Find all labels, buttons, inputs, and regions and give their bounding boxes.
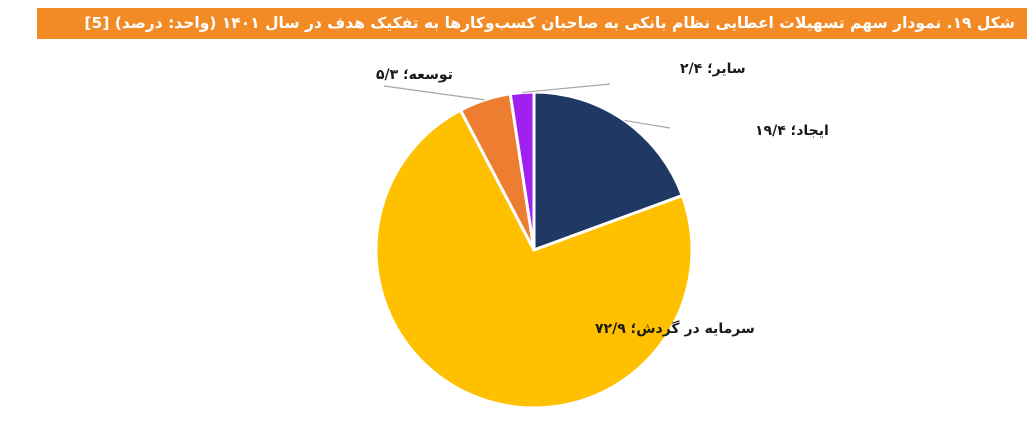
leader-lines <box>383 83 671 129</box>
pie-slices <box>374 90 694 410</box>
pie-slice-4 <box>508 90 536 251</box>
pie-slice-1 <box>532 90 685 253</box>
data-label-3: توسعه؛ ۵/۳ <box>376 67 453 83</box>
data-label-2: سرمایه در گردش؛ ۷۲/۹ <box>595 320 755 337</box>
data-labels: ایجاد؛ ۱۹/۴ سرمایه در گردش؛ ۷۲/۹ توسعه؛ ۵/… <box>376 61 829 337</box>
data-label-4: سایر؛ ۲/۴ <box>680 61 746 77</box>
pie-slice-2 <box>374 108 694 410</box>
data-label-1: ایجاد؛ ۱۹/۴ <box>755 123 829 139</box>
leader-line-3 <box>383 85 485 101</box>
leader-line-4 <box>522 83 611 94</box>
figure-title: شکل ۱۹. نمودار سهم تسهیلات اعطایی نظام ب… <box>84 14 1015 32</box>
leader-line-1 <box>624 119 671 129</box>
figure-header-bar: شکل ۱۹. نمودار سهم تسهیلات اعطایی نظام ب… <box>37 8 1027 39</box>
